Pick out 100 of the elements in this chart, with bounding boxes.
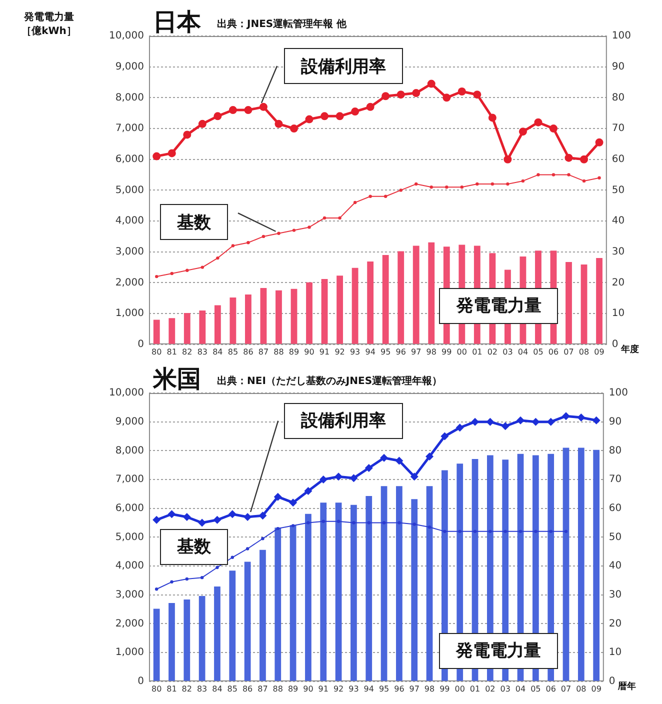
x-tick-label: 98 bbox=[426, 347, 436, 356]
point bbox=[231, 244, 235, 248]
point bbox=[398, 521, 401, 524]
x-tick-label: 97 bbox=[409, 684, 420, 694]
x-tick-label: 80 bbox=[152, 347, 162, 356]
point bbox=[351, 108, 360, 116]
point bbox=[322, 520, 325, 523]
point bbox=[353, 200, 357, 204]
y2-tick-label: 20 bbox=[612, 277, 625, 288]
y2-tick-label: 40 bbox=[608, 560, 622, 572]
y2-tick-label: 70 bbox=[612, 123, 625, 134]
x-tick-label: 02 bbox=[485, 684, 496, 694]
point bbox=[534, 530, 538, 534]
point bbox=[564, 154, 573, 162]
y-tick-label: 7,000 bbox=[115, 474, 144, 486]
point bbox=[366, 102, 374, 111]
series-label: 基数 bbox=[160, 528, 228, 565]
y2-tick-label: 80 bbox=[612, 92, 625, 104]
bar bbox=[214, 305, 221, 344]
y2-tick-label: 20 bbox=[608, 618, 622, 630]
source-note: 出典：NEI（ただし基数のみJNES運転管理年報） bbox=[216, 375, 442, 387]
y2-tick-label: 100 bbox=[608, 388, 628, 399]
y-tick-label: 6,000 bbox=[115, 154, 144, 165]
bar bbox=[198, 596, 206, 681]
point bbox=[458, 88, 466, 96]
y-tick-label: 0 bbox=[138, 338, 144, 350]
x-tick-label: 87 bbox=[258, 347, 269, 356]
x-tick-label: 89 bbox=[288, 347, 300, 356]
bar bbox=[184, 312, 190, 344]
point bbox=[412, 522, 416, 526]
point bbox=[183, 130, 192, 139]
bar bbox=[398, 251, 404, 344]
point bbox=[305, 115, 314, 124]
y-tick-label: 9,000 bbox=[115, 61, 144, 72]
x-tick-label: 93 bbox=[348, 684, 359, 694]
x-tick-label: 81 bbox=[166, 347, 177, 356]
y-axis-title: 発電電力量［億kWh］ bbox=[22, 11, 76, 37]
y-tick-label: 2,000 bbox=[115, 618, 144, 630]
y-tick-label: 3,000 bbox=[115, 589, 144, 600]
bar bbox=[244, 562, 251, 681]
point bbox=[552, 173, 556, 176]
series-label: 基数 bbox=[160, 204, 228, 240]
y-tick-label: 5,000 bbox=[115, 184, 144, 196]
point bbox=[382, 521, 386, 524]
bar bbox=[153, 320, 160, 344]
bar bbox=[596, 258, 602, 344]
x-tick-label: 03 bbox=[500, 684, 510, 694]
point bbox=[562, 412, 570, 420]
point bbox=[216, 256, 220, 260]
bar bbox=[260, 550, 266, 681]
x-tick-label: 91 bbox=[319, 347, 330, 356]
bar bbox=[320, 502, 327, 681]
point bbox=[399, 188, 402, 192]
x-tick-label: 99 bbox=[442, 347, 452, 356]
x-tick-label: 89 bbox=[288, 684, 298, 694]
x-tick-label: 90 bbox=[303, 684, 314, 694]
bar bbox=[335, 502, 342, 681]
y-tick-label: 0 bbox=[138, 676, 144, 687]
bar bbox=[276, 290, 282, 344]
y2-tick-label: 90 bbox=[608, 416, 622, 428]
point bbox=[426, 452, 434, 460]
bar bbox=[290, 525, 296, 681]
point bbox=[320, 112, 329, 120]
bar bbox=[229, 570, 236, 681]
point bbox=[430, 186, 433, 189]
point bbox=[412, 89, 420, 98]
point bbox=[592, 416, 600, 424]
point bbox=[580, 155, 588, 164]
x-tick-label: 95 bbox=[380, 347, 391, 356]
point bbox=[216, 566, 219, 570]
point bbox=[336, 520, 340, 523]
point bbox=[501, 422, 510, 430]
point bbox=[395, 456, 404, 465]
y2-tick-label: 100 bbox=[612, 30, 632, 42]
bar bbox=[352, 268, 358, 344]
bar bbox=[245, 294, 252, 344]
point bbox=[244, 513, 252, 522]
point bbox=[518, 530, 522, 534]
point bbox=[595, 138, 604, 146]
x-tick-label: 84 bbox=[212, 347, 223, 356]
y2-tick-label: 0 bbox=[612, 338, 618, 350]
point bbox=[521, 179, 525, 183]
x-tick-label: 09 bbox=[594, 347, 604, 356]
bar bbox=[230, 298, 236, 344]
y2-tick-label: 40 bbox=[612, 216, 625, 227]
x-tick-label: 98 bbox=[424, 684, 435, 694]
point bbox=[182, 513, 191, 522]
x-tick-label: 01 bbox=[470, 684, 480, 694]
point bbox=[476, 182, 479, 186]
bar bbox=[336, 276, 343, 344]
point bbox=[440, 432, 449, 440]
series-label: 発電電力量 bbox=[439, 288, 558, 324]
point bbox=[198, 120, 206, 128]
point bbox=[486, 418, 494, 426]
y2-tick-label: 90 bbox=[612, 61, 625, 72]
bar bbox=[593, 450, 600, 681]
x-axis-title: 年度 bbox=[620, 344, 639, 356]
point bbox=[532, 418, 540, 426]
y2-tick-label: 60 bbox=[612, 154, 625, 165]
point bbox=[289, 498, 298, 507]
